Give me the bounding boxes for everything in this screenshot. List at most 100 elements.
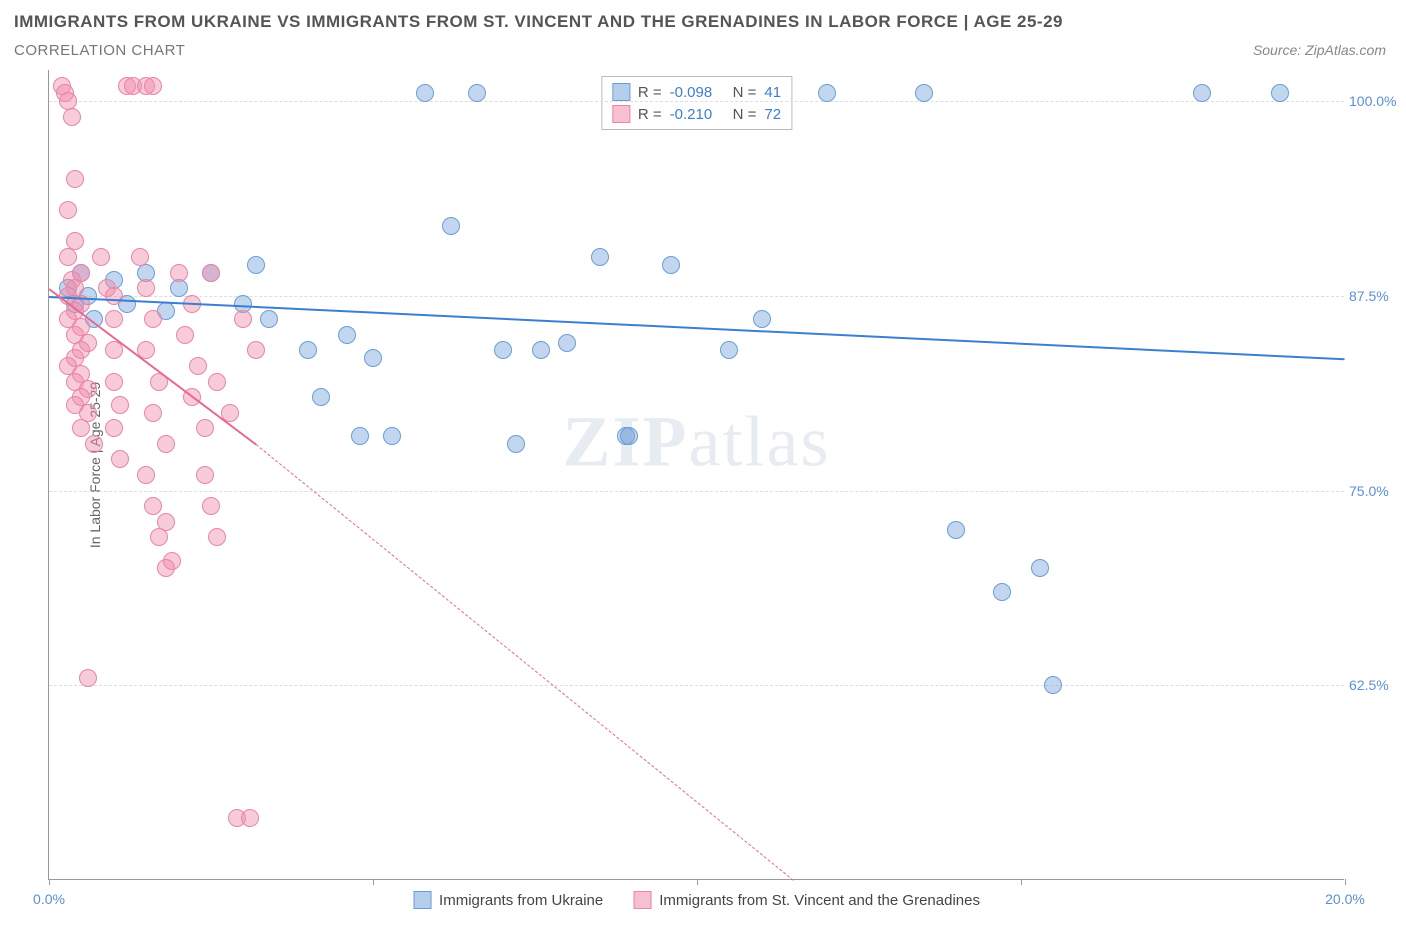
data-point (620, 427, 638, 445)
legend-label: Immigrants from St. Vincent and the Gren… (659, 892, 980, 909)
data-point (241, 809, 259, 827)
data-point (157, 435, 175, 453)
data-point (591, 248, 609, 266)
data-point (818, 84, 836, 102)
x-tick (373, 879, 374, 885)
gridline-h (49, 685, 1344, 686)
x-tick (1021, 879, 1022, 885)
x-tick (1345, 879, 1346, 885)
y-tick-label: 75.0% (1349, 483, 1404, 499)
data-point (72, 419, 90, 437)
data-point (720, 341, 738, 359)
data-point (468, 84, 486, 102)
data-point (753, 310, 771, 328)
data-point (131, 248, 149, 266)
data-point (59, 201, 77, 219)
data-point (351, 427, 369, 445)
data-point (947, 521, 965, 539)
watermark: ZIPatlas (563, 401, 831, 484)
data-point (416, 84, 434, 102)
data-point (532, 341, 550, 359)
data-point (234, 310, 252, 328)
legend-swatch-icon (633, 891, 651, 909)
correlation-row-ukraine: R = -0.098 N = 41 (612, 81, 781, 103)
n-label: N = (733, 84, 757, 101)
data-point (662, 256, 680, 274)
n-label: N = (733, 106, 757, 123)
data-point (105, 287, 123, 305)
legend-item-ukraine: Immigrants from Ukraine (413, 891, 603, 909)
r-value-ukraine: -0.098 (670, 84, 725, 101)
data-point (558, 334, 576, 352)
n-value-ukraine: 41 (764, 84, 781, 101)
data-point (442, 217, 460, 235)
data-point (79, 669, 97, 687)
data-point (1271, 84, 1289, 102)
data-point (247, 256, 265, 274)
chart-plot-area: ZIPatlas R = -0.098 N = 41 R = -0.210 N … (48, 70, 1344, 880)
data-point (260, 310, 278, 328)
data-point (208, 373, 226, 391)
data-point (137, 279, 155, 297)
data-point (105, 310, 123, 328)
data-point (299, 341, 317, 359)
data-point (105, 373, 123, 391)
data-point (312, 388, 330, 406)
legend-swatch-icon (413, 891, 431, 909)
data-point (247, 341, 265, 359)
correlation-legend: R = -0.098 N = 41 R = -0.210 N = 72 (601, 76, 792, 130)
legend-swatch-ukraine (612, 83, 630, 101)
x-tick-label: 0.0% (33, 891, 65, 907)
data-point (189, 357, 207, 375)
data-point (383, 427, 401, 445)
data-point (63, 108, 81, 126)
data-point (144, 497, 162, 515)
gridline-h (49, 101, 1344, 102)
legend-item-stvincent: Immigrants from St. Vincent and the Gren… (633, 891, 980, 909)
data-point (208, 528, 226, 546)
source-label: Source: ZipAtlas.com (1253, 42, 1386, 58)
data-point (144, 310, 162, 328)
chart-title: IMMIGRANTS FROM UKRAINE VS IMMIGRANTS FR… (14, 12, 1063, 32)
data-point (59, 248, 77, 266)
correlation-row-stvincent: R = -0.210 N = 72 (612, 103, 781, 125)
data-point (915, 84, 933, 102)
data-point (494, 341, 512, 359)
data-point (144, 77, 162, 95)
y-tick-label: 62.5% (1349, 677, 1404, 693)
data-point (364, 349, 382, 367)
data-point (92, 248, 110, 266)
data-point (170, 264, 188, 282)
bottom-legend: Immigrants from Ukraine Immigrants from … (413, 891, 980, 909)
watermark-light: atlas (689, 402, 831, 482)
data-point (105, 419, 123, 437)
data-point (85, 435, 103, 453)
x-tick-label: 20.0% (1325, 891, 1365, 907)
data-point (150, 528, 168, 546)
r-value-stvincent: -0.210 (670, 106, 725, 123)
gridline-h (49, 491, 1344, 492)
data-point (157, 559, 175, 577)
legend-swatch-stvincent (612, 105, 630, 123)
data-point (176, 326, 194, 344)
data-point (111, 396, 129, 414)
data-point (111, 450, 129, 468)
data-point (338, 326, 356, 344)
r-label: R = (638, 106, 662, 123)
x-tick (697, 879, 698, 885)
n-value-stvincent: 72 (764, 106, 781, 123)
data-point (196, 466, 214, 484)
data-point (1044, 676, 1062, 694)
data-point (202, 264, 220, 282)
x-tick (49, 879, 50, 885)
r-label: R = (638, 84, 662, 101)
y-tick-label: 100.0% (1349, 93, 1404, 109)
trend-line-extrapolated (256, 444, 794, 881)
data-point (1031, 559, 1049, 577)
data-point (137, 466, 155, 484)
chart-subtitle: CORRELATION CHART (14, 42, 185, 59)
data-point (993, 583, 1011, 601)
data-point (1193, 84, 1211, 102)
data-point (170, 279, 188, 297)
data-point (196, 419, 214, 437)
